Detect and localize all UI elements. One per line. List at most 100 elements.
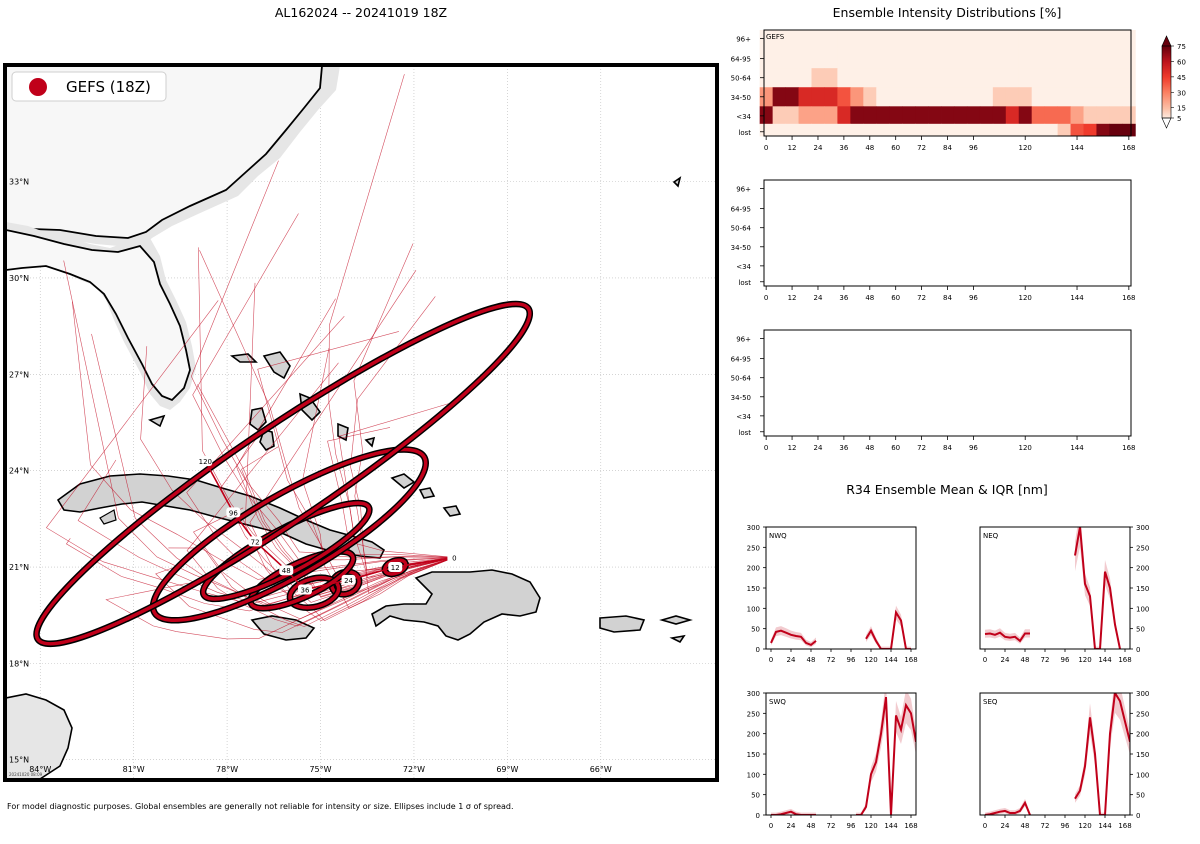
heat-cell bbox=[979, 87, 994, 107]
x-tick-label: 0 bbox=[983, 656, 987, 664]
heat-cell bbox=[1057, 48, 1071, 69]
heat-cell bbox=[772, 123, 786, 137]
hour-label-0: 0 bbox=[452, 554, 456, 562]
heat-cell bbox=[979, 123, 994, 137]
colorbar-segment bbox=[1162, 86, 1171, 88]
colorbar-segment bbox=[1162, 108, 1171, 111]
quadrant-label: NWQ bbox=[769, 532, 787, 540]
y-tick-label: 100 bbox=[747, 605, 760, 613]
y-tick-label: 250 bbox=[747, 544, 760, 552]
heat-cell bbox=[966, 48, 981, 69]
x-tick-label: 84 bbox=[943, 144, 952, 152]
heat-cell bbox=[1070, 87, 1084, 107]
heat-cell bbox=[772, 68, 786, 88]
colorbar-segment bbox=[1162, 115, 1171, 118]
heat-cell bbox=[772, 106, 786, 125]
lat-label: 15°N bbox=[9, 756, 29, 765]
landmass-us-southeast bbox=[6, 66, 340, 250]
x-tick-label: 120 bbox=[864, 656, 877, 664]
row-label: 50-64 bbox=[731, 375, 752, 383]
colorbar-segment bbox=[1162, 48, 1171, 50]
member-track bbox=[105, 557, 455, 640]
x-tick-label: 60 bbox=[891, 144, 900, 152]
heat-cell bbox=[1031, 87, 1046, 107]
lon-label: 81°W bbox=[123, 765, 145, 774]
heat-cell bbox=[1096, 48, 1110, 69]
row-label: lost bbox=[738, 129, 751, 137]
heat-cell bbox=[850, 87, 864, 107]
row-label: 96+ bbox=[736, 185, 751, 193]
heat-cell bbox=[811, 106, 825, 125]
colorbar-segment bbox=[1162, 105, 1171, 108]
heat-cell bbox=[759, 48, 774, 69]
heat-cell bbox=[863, 87, 877, 107]
x-tick-label: 24 bbox=[814, 294, 823, 302]
heat-cell bbox=[850, 106, 864, 125]
panel-frame bbox=[979, 692, 1131, 816]
x-tick-label: 96 bbox=[847, 656, 856, 664]
ellipse-96h bbox=[151, 447, 428, 623]
member-track bbox=[190, 160, 455, 558]
colorbar-segment bbox=[1162, 66, 1171, 69]
colorbar-segment bbox=[1162, 62, 1171, 64]
intensity-panel-2: 96+ 64-95 50-64 34-50 <34 lost 0 12 24 36 48 60 72 84… bbox=[731, 179, 1136, 302]
hour-label-72: 72 bbox=[251, 538, 260, 546]
landmass-florida bbox=[6, 222, 196, 410]
r34-panel-neq: NEQ 0 24 48 72 96 120 144 168 0 50 100 150 200 250 300 bbox=[979, 524, 1149, 664]
heat-cell bbox=[1018, 123, 1033, 137]
colorbar-segment bbox=[1162, 109, 1171, 112]
heat-cell bbox=[1044, 87, 1058, 107]
x-tick-label: 48 bbox=[865, 144, 874, 152]
x-tick-label: 24 bbox=[1001, 656, 1010, 664]
x-tick-label: 168 bbox=[1118, 656, 1131, 664]
heat-cell bbox=[941, 123, 955, 137]
hour-label-48: 48 bbox=[282, 567, 291, 575]
legend-label: GEFS (18Z) bbox=[66, 78, 151, 96]
colorbar-segment bbox=[1162, 69, 1171, 72]
r34-panel-seq: SEQ 0 24 48 72 96 120 144 168 0 50 100 150 200 250 300 bbox=[979, 690, 1149, 830]
heat-cell bbox=[798, 30, 812, 49]
x-tick-label: 120 bbox=[1019, 444, 1032, 452]
landmass-puerto-rico bbox=[599, 615, 646, 633]
hour-label-bg bbox=[297, 584, 312, 595]
colorbar-segment bbox=[1162, 93, 1171, 95]
heat-cell bbox=[889, 48, 903, 69]
heat-cell bbox=[876, 87, 890, 107]
row-label: <34 bbox=[736, 413, 751, 421]
row-label: <34 bbox=[736, 113, 751, 121]
heat-cell bbox=[785, 68, 799, 88]
heat-cell bbox=[876, 30, 890, 49]
colorbar-segment bbox=[1162, 110, 1171, 113]
map-legend: GEFS (18Z) bbox=[11, 71, 167, 102]
row-label: lost bbox=[738, 279, 751, 287]
x-tick-label: 72 bbox=[917, 444, 926, 452]
heat-cell bbox=[1122, 48, 1136, 69]
x-tick-label: 24 bbox=[814, 144, 823, 152]
colorbar-segment bbox=[1162, 94, 1171, 96]
lat-label: 18°N bbox=[9, 659, 29, 668]
landmass-central-america bbox=[6, 693, 73, 779]
member-track bbox=[72, 301, 455, 580]
heat-cell bbox=[1109, 123, 1123, 137]
heat-cell bbox=[1070, 68, 1084, 88]
heat-cell bbox=[876, 48, 890, 69]
heat-cell bbox=[1070, 48, 1084, 69]
colorbar-segment bbox=[1162, 56, 1171, 58]
heat-cell bbox=[992, 68, 1007, 88]
heat-cell bbox=[811, 30, 825, 49]
row-label: 50-64 bbox=[731, 75, 752, 83]
row-label: 64-95 bbox=[731, 206, 751, 214]
heat-cell bbox=[1083, 123, 1097, 137]
colorbar-segment bbox=[1162, 84, 1171, 86]
ellipse-36h bbox=[288, 575, 341, 610]
x-tick-label: 60 bbox=[891, 294, 900, 302]
heat-cell bbox=[1044, 68, 1058, 88]
member-track bbox=[155, 557, 455, 633]
heat-cell bbox=[1109, 106, 1123, 125]
colorbar-segment bbox=[1162, 83, 1171, 85]
heat-cell bbox=[837, 123, 851, 137]
colorbar-label: 5 bbox=[1177, 115, 1181, 123]
heat-cell bbox=[979, 68, 994, 88]
r34-iqr-band bbox=[1075, 693, 1130, 815]
r34-mean-line bbox=[865, 609, 911, 649]
